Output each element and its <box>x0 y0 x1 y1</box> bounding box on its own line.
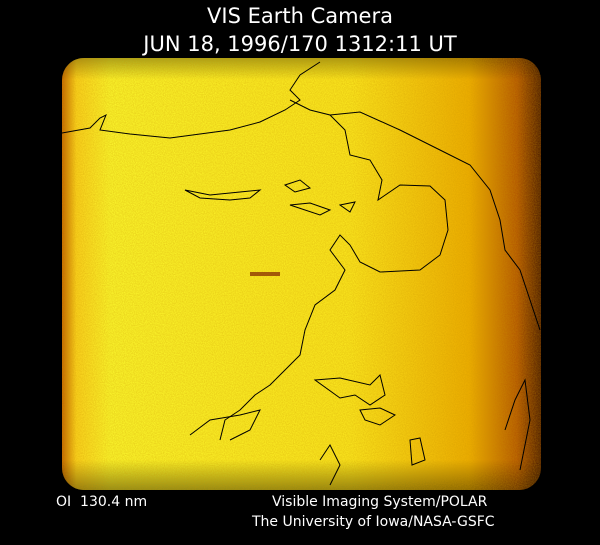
title: VIS Earth Camera <box>207 4 393 28</box>
timestamp: JUN 18, 1996/170 1312:11 UT <box>143 32 457 56</box>
filter-label: OI 130.4 nm <box>56 494 148 510</box>
earth-image <box>62 58 541 490</box>
coastlines <box>62 61 541 486</box>
system-label: Visible Imaging System/POLAR <box>272 494 488 510</box>
institution-label: The University of Iowa/NASA-GSFC <box>252 514 495 530</box>
